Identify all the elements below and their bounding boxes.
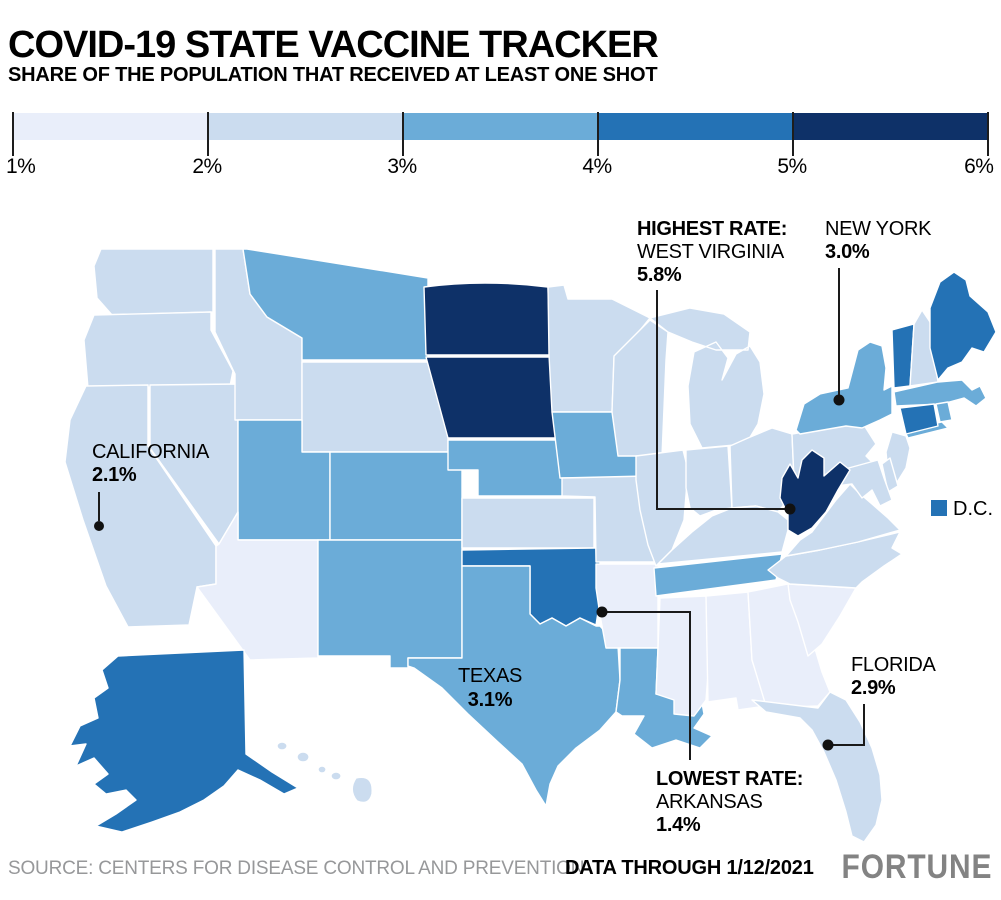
legend-tick [987,112,989,156]
new-york-label: NEW YORK [825,218,932,240]
legend-segment-3 [402,113,597,140]
state-ri[interactable] [935,401,953,423]
florida-label: FLORIDA [851,654,936,676]
legend-tick-label: 1% [6,155,36,178]
state-hi[interactable] [276,741,373,804]
page-title: COVID-19 STATE VACCINE TRACKER [8,24,659,66]
legend-segment-5 [792,113,987,140]
legend-segment-1 [12,113,207,140]
state-sc[interactable] [787,583,857,657]
legend-segment-2 [207,113,402,140]
legend-tick [792,112,794,156]
state-ca[interactable] [64,384,217,628]
lowest-rate-state: ARKANSAS [656,791,763,813]
highest-rate-title: HIGHEST RATE: [637,218,788,240]
lowest-rate-value: 1.4% [656,814,701,836]
state-tn[interactable] [653,553,783,597]
state-ks[interactable] [461,497,595,549]
page-subtitle: SHARE OF THE POPULATION THAT RECEIVED AT… [8,64,658,86]
callout-lowest-rate: LOWEST RATE: ARKANSAS 1.4% [656,768,803,837]
state-in[interactable] [685,445,733,517]
legend-segment-4 [597,113,792,140]
legend-tick-label: 6% [964,155,994,178]
state-sd[interactable] [425,356,557,439]
callout-florida: FLORIDA 2.9% [851,654,936,700]
callout-california: CALIFORNIA 2.1% [92,441,209,487]
state-me[interactable] [929,271,997,381]
data-through-note: DATA THROUGH 1/12/2021 [565,857,814,879]
dc-label: D.C. [953,498,993,520]
callout-leader-lines [94,268,865,760]
texas-label-text: TEXAS [457,665,523,687]
legend-tick [207,112,209,156]
highest-rate-value: 5.8% [637,264,682,286]
us-map-svg [64,248,997,843]
fortune-logo: FORTUNE [841,848,992,886]
state-ar[interactable] [595,563,659,649]
state-or[interactable] [83,311,234,389]
state-ct[interactable] [899,403,939,435]
lowest-rate-title: LOWEST RATE: [656,768,804,790]
california-value: 2.1% [92,464,137,486]
state-nm[interactable] [317,539,463,669]
state-ak[interactable] [69,649,299,833]
callout-new-york: NEW YORK 3.0% [825,218,931,264]
legend-tick-label: 3% [387,155,417,178]
legend-tick-label: 5% [777,155,807,178]
dc-color-swatch [931,500,947,516]
state-nd[interactable] [423,282,551,356]
us-choropleth-map [0,215,1001,875]
new-york-value: 3.0% [825,241,870,263]
florida-value: 2.9% [851,677,896,699]
state-tx[interactable] [407,565,621,807]
state-wy[interactable] [301,361,449,453]
legend-tick-label: 2% [192,155,222,178]
legend-tick [402,112,404,156]
source-note: SOURCE: CENTERS FOR DISEASE CONTROL AND … [8,858,585,879]
state-wa[interactable] [93,248,214,316]
legend-tick [597,112,599,156]
legend-tick-label: 4% [582,155,612,178]
callout-highest-rate: HIGHEST RATE: WEST VIRGINIA 5.8% [637,218,787,287]
state-wv[interactable] [779,449,851,537]
state-fl[interactable] [751,691,883,843]
legend-tick [12,112,14,156]
color-scale-bar [12,113,987,140]
state-az[interactable] [196,511,319,661]
state-wi[interactable] [611,319,669,457]
callout-texas: TEXAS 3.1% [435,664,545,712]
highest-rate-state: WEST VIRGINIA [637,241,784,263]
state-mi[interactable] [649,307,765,449]
state-co[interactable] [329,451,463,541]
texas-value: 3.1% [467,689,513,711]
california-label: CALIFORNIA [92,441,210,463]
